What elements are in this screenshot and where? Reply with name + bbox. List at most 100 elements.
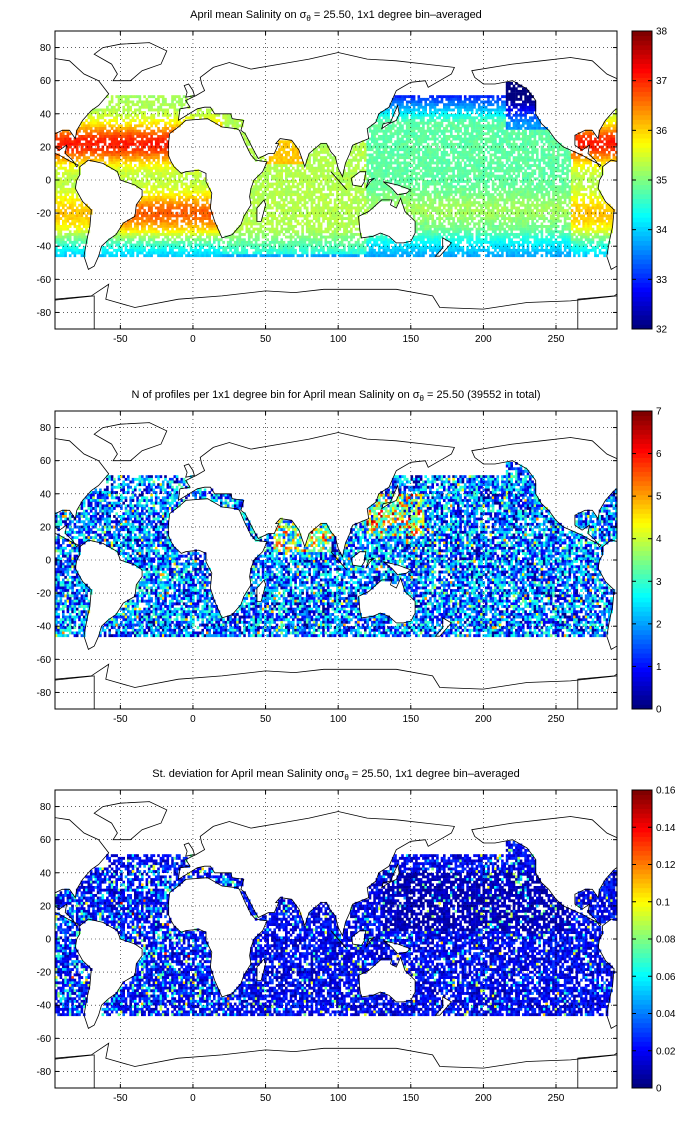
data-cell	[273, 162, 276, 165]
data-cell	[290, 188, 293, 191]
data-cell	[422, 196, 425, 199]
data-cell	[308, 188, 311, 191]
data-cell	[445, 193, 448, 196]
data-cell	[208, 116, 211, 119]
data-cell	[473, 191, 476, 194]
data-cell	[517, 119, 520, 122]
data-cell	[127, 132, 130, 135]
data-cell	[424, 169, 427, 172]
data-cell	[171, 119, 174, 122]
data-cell	[160, 164, 163, 167]
data-cell	[174, 193, 177, 196]
data-cell	[325, 199, 328, 202]
data-cell	[459, 143, 462, 146]
data-cell	[206, 109, 209, 112]
data-cell	[390, 130, 393, 133]
data-cell	[420, 148, 423, 151]
data-cell	[102, 135, 105, 138]
data-cell	[455, 167, 458, 170]
data-cell	[587, 162, 590, 165]
data-cell	[334, 201, 337, 204]
data-cell	[325, 177, 328, 180]
data-cell	[359, 143, 362, 146]
data-cell	[448, 191, 451, 194]
data-cell	[285, 143, 288, 146]
data-cell	[199, 188, 202, 191]
data-cell	[452, 103, 455, 106]
data-cell	[534, 151, 537, 154]
data-cell	[85, 138, 88, 141]
data-cell	[499, 191, 502, 194]
data-cell	[348, 169, 351, 172]
data-cell	[473, 106, 476, 109]
data-cell	[571, 188, 574, 191]
data-cell	[420, 196, 423, 199]
data-cell	[397, 159, 400, 162]
data-cell	[157, 106, 160, 109]
data-cell	[113, 140, 116, 143]
data-cell	[448, 103, 451, 106]
data-cell	[292, 201, 295, 204]
data-cell	[559, 148, 562, 151]
data-cell	[455, 103, 458, 106]
data-cell	[327, 162, 330, 165]
data-cell	[571, 154, 574, 157]
data-cell	[373, 143, 376, 146]
data-cell	[285, 140, 288, 143]
data-cell	[422, 106, 425, 109]
data-cell	[329, 188, 332, 191]
data-cell	[320, 156, 323, 159]
data-cell	[497, 201, 500, 204]
data-cell	[167, 122, 170, 125]
data-cell	[466, 106, 469, 109]
data-cell	[143, 191, 146, 194]
data-cell	[336, 172, 339, 175]
data-cell	[492, 193, 495, 196]
data-cell	[497, 111, 500, 114]
data-cell	[71, 201, 74, 204]
data-cell	[503, 140, 506, 143]
data-cell	[582, 185, 585, 188]
data-cell	[264, 172, 267, 175]
data-cell	[441, 164, 444, 167]
data-cell	[457, 138, 460, 141]
data-cell	[471, 109, 474, 112]
data-cell	[515, 196, 518, 199]
data-cell	[157, 114, 160, 117]
data-cell	[543, 130, 546, 133]
data-cell	[348, 172, 351, 175]
data-cell	[167, 201, 170, 204]
data-cell	[278, 185, 281, 188]
data-cell	[387, 156, 390, 159]
data-cell	[197, 180, 200, 183]
data-cell	[373, 151, 376, 154]
data-cell	[548, 159, 551, 162]
data-cell	[592, 148, 595, 151]
data-cell	[76, 143, 79, 146]
data-cell	[115, 132, 118, 135]
data-cell	[364, 151, 367, 154]
data-cell	[557, 148, 560, 151]
data-cell	[146, 140, 149, 143]
data-cell	[431, 151, 434, 154]
data-cell	[427, 164, 430, 167]
data-cell	[74, 169, 77, 172]
data-cell	[320, 146, 323, 149]
data-cell	[517, 93, 520, 96]
data-cell	[71, 169, 74, 172]
data-cell	[406, 172, 409, 175]
data-cell	[141, 148, 144, 151]
data-cell	[378, 175, 381, 178]
data-cell	[490, 140, 493, 143]
data-cell	[157, 201, 160, 204]
data-cell	[438, 199, 441, 202]
data-cell	[341, 188, 344, 191]
data-cell	[273, 183, 276, 186]
data-cell	[520, 124, 523, 127]
data-cell	[178, 95, 181, 98]
data-cell	[478, 183, 481, 186]
data-cell	[297, 164, 300, 167]
data-cell	[548, 183, 551, 186]
data-cell	[125, 114, 128, 117]
data-cell	[566, 164, 569, 167]
